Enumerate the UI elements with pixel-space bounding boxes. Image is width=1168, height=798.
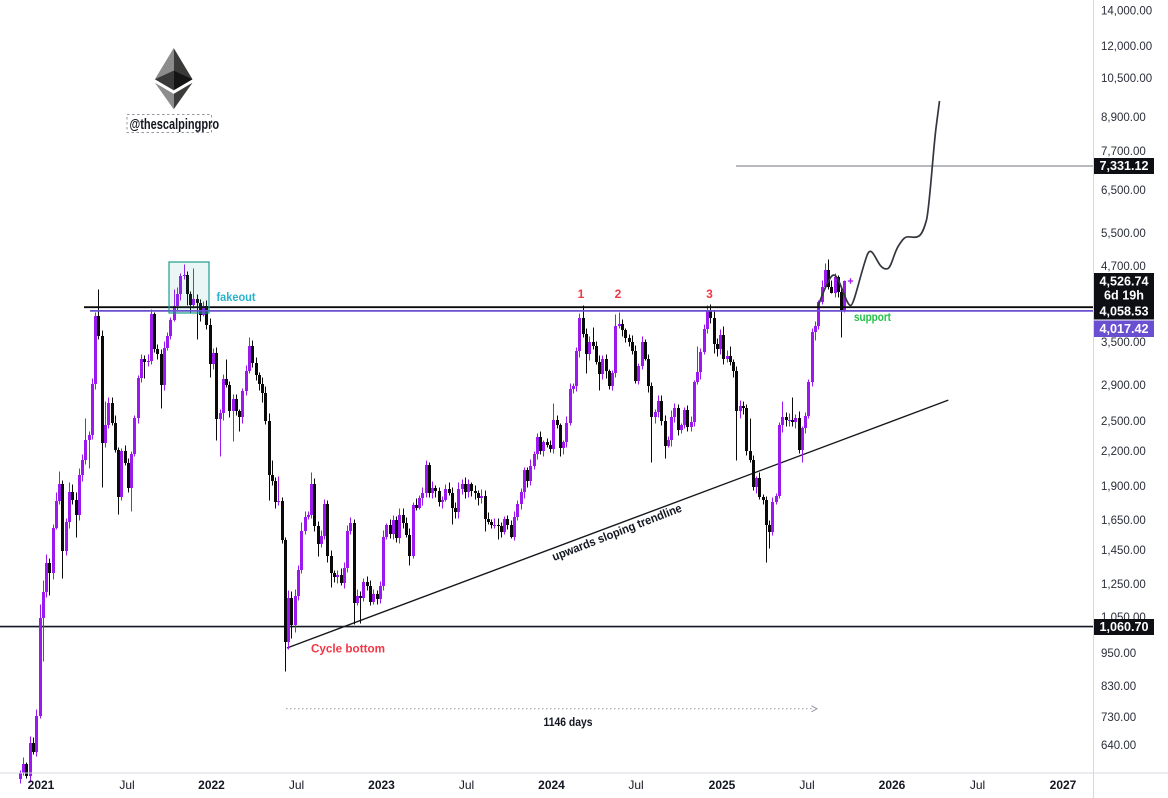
svg-text:Jul: Jul <box>628 778 643 792</box>
svg-text:640.00: 640.00 <box>1101 740 1136 752</box>
svg-text:2: 2 <box>615 287 622 301</box>
svg-text:3: 3 <box>706 287 713 301</box>
svg-text:Cycle bottom: Cycle bottom <box>311 642 385 656</box>
svg-text:7,331.12: 7,331.12 <box>1099 159 1148 173</box>
svg-text:7,700.00: 7,700.00 <box>1101 146 1146 158</box>
svg-text:12,000.00: 12,000.00 <box>1101 41 1152 53</box>
svg-text:@thescalpingpro: @thescalpingpro <box>130 115 220 132</box>
svg-text:Jul: Jul <box>459 778 474 792</box>
svg-text:1,060.70: 1,060.70 <box>1099 620 1148 634</box>
svg-text:2024: 2024 <box>538 778 565 792</box>
svg-text:1,450.00: 1,450.00 <box>1101 545 1146 557</box>
svg-text:Jul: Jul <box>289 778 304 792</box>
svg-text:10,500.00: 10,500.00 <box>1101 73 1152 85</box>
svg-text:Jul: Jul <box>799 778 814 792</box>
svg-text:Jul: Jul <box>119 778 134 792</box>
svg-text:2,200.00: 2,200.00 <box>1101 446 1146 458</box>
svg-text:4,526.74: 4,526.74 <box>1099 275 1148 289</box>
svg-text:Jul: Jul <box>970 778 985 792</box>
svg-text:2027: 2027 <box>1050 778 1077 792</box>
svg-text:6,500.00: 6,500.00 <box>1101 185 1146 197</box>
svg-text:8,900.00: 8,900.00 <box>1101 112 1146 124</box>
svg-text:950.00: 950.00 <box>1101 648 1136 660</box>
svg-text:2021: 2021 <box>28 778 55 792</box>
svg-text:730.00: 730.00 <box>1101 712 1136 724</box>
svg-text:fakeout: fakeout <box>217 290 256 304</box>
svg-text:1: 1 <box>578 287 585 301</box>
svg-text:1146 days: 1146 days <box>544 715 593 729</box>
svg-text:4,700.00: 4,700.00 <box>1101 261 1146 273</box>
svg-text:2022: 2022 <box>198 778 225 792</box>
svg-text:2025: 2025 <box>709 778 736 792</box>
svg-text:3,500.00: 3,500.00 <box>1101 337 1146 349</box>
svg-text:1,250.00: 1,250.00 <box>1101 579 1146 591</box>
svg-text:830.00: 830.00 <box>1101 681 1136 693</box>
svg-text:1,650.00: 1,650.00 <box>1101 515 1146 527</box>
svg-text:2023: 2023 <box>368 778 395 792</box>
svg-text:4,058.53: 4,058.53 <box>1099 305 1148 319</box>
svg-text:4,017.42: 4,017.42 <box>1099 322 1148 336</box>
svg-text:5,500.00: 5,500.00 <box>1101 228 1146 240</box>
svg-text:2,500.00: 2,500.00 <box>1101 416 1146 428</box>
svg-text:support: support <box>854 310 891 324</box>
svg-text:14,000.00: 14,000.00 <box>1101 6 1152 18</box>
svg-text:6d 19h: 6d 19h <box>1104 289 1144 303</box>
svg-text:2,900.00: 2,900.00 <box>1101 380 1146 392</box>
svg-text:1,900.00: 1,900.00 <box>1101 481 1146 493</box>
svg-text:2026: 2026 <box>879 778 906 792</box>
